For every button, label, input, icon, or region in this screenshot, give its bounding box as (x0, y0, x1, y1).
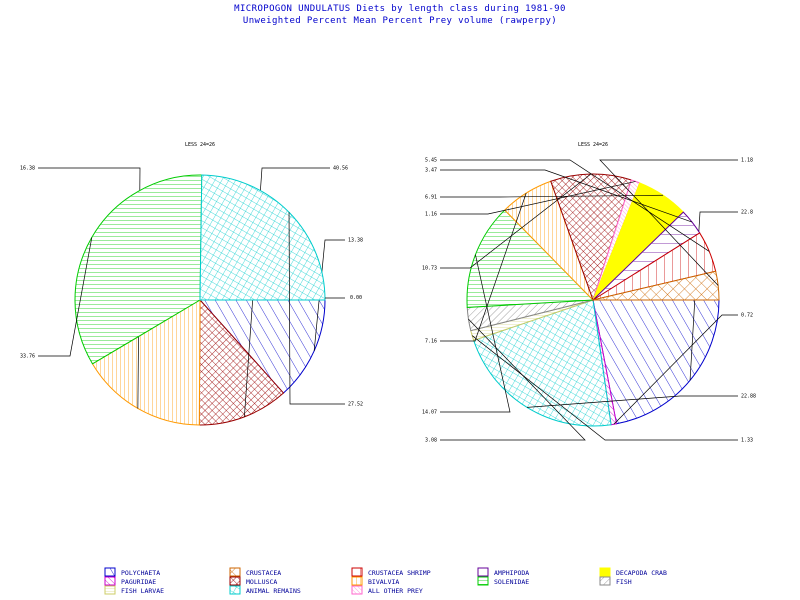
legend-swatch-mollusca (229, 576, 241, 586)
leader-line (244, 167, 330, 417)
leader-line (313, 239, 345, 351)
slice-label: 22.8 (741, 210, 753, 216)
slice-label: 3.08 (425, 438, 437, 444)
legend-label: FISH LARVAE (121, 587, 164, 595)
legend-label: POLYCHAETA (121, 569, 160, 577)
legend-swatch-polychaeta (104, 567, 116, 577)
slice-label: 13.38 (348, 238, 363, 244)
leader-line (527, 395, 738, 408)
slice-label: 10.73 (422, 266, 437, 272)
leader-line (689, 211, 738, 381)
legend-swatch-paguridae (104, 576, 116, 586)
pie-slice-mollusca (198, 298, 285, 426)
leader-line (440, 193, 527, 342)
legend-swatch-crustacea_shrimp (351, 567, 363, 577)
leader-line (440, 181, 636, 215)
slice-label: 0.72 (741, 313, 753, 319)
legend-label: SOLENIDAE (494, 578, 529, 586)
leader-line (38, 237, 93, 357)
legend: POLYCHAETA CRUSTACEA CRUSTACEA SHRIMP AMPHI… (104, 567, 667, 595)
pie-title: LESS 24=26 (578, 142, 608, 148)
leader-line (613, 314, 738, 425)
legend-label: ALL OTHER PREY (368, 587, 423, 595)
legend-label: FISH (616, 578, 632, 586)
legend-swatch-fish_larvae (104, 585, 116, 595)
legend-label: BIVALVIA (368, 578, 399, 586)
slice-label: 7.16 (425, 339, 437, 345)
legend-label: AMPHIPODA (494, 569, 529, 577)
slice-label: 14.07 (422, 410, 437, 416)
leader-line (471, 335, 738, 441)
slice-label: 1.33 (741, 438, 753, 444)
chart-subtitle: Unweighted Percent Mean Percent Prey vol… (242, 16, 558, 26)
slice-label: 16.38 (20, 166, 35, 172)
legend-swatch-solenidae (477, 576, 489, 586)
slice-label: 1.18 (741, 158, 753, 164)
legend-swatch-bivalvia (351, 576, 363, 586)
leader-line (288, 212, 345, 405)
leader-line (440, 318, 586, 441)
legend-swatch-decapoda_crab (599, 567, 611, 577)
leader-line (599, 159, 738, 286)
slice-label: 33.76 (20, 354, 35, 360)
slice-label: 40.56 (333, 166, 348, 172)
pie-left: LESS 24=26 13.38 40.56 16.38 33.76 27.52 0.00 (20, 142, 363, 426)
slice-label: 22.88 (741, 394, 756, 400)
legend-swatch-fish (599, 576, 611, 586)
legend-label: DECAPODA CRAB (616, 569, 667, 577)
legend-swatch-amphipoda (477, 567, 489, 577)
pie-right: LESS 24=26 22.8 0.72 22.88 1.33 3.08 14.07 7.16… (422, 142, 756, 444)
legend-label: PAGURIDAE (121, 578, 156, 586)
slice-label: 5.45 (425, 158, 437, 164)
legend-label: MOLLUSCA (246, 578, 277, 586)
chart-title: MICROPOGON UNDULATUS Diets by length cla… (234, 4, 566, 14)
legend-label: CRUSTACEA (246, 569, 281, 577)
pie-title: LESS 24=26 (185, 142, 215, 148)
legend-label: ANIMAL REMAINS (246, 587, 301, 595)
legend-swatch-animal_remains (229, 585, 241, 595)
leader-line (440, 169, 693, 223)
legend-swatch-all_other_prey (351, 585, 363, 595)
legend-label: CRUSTACEA SHRIMP (368, 569, 431, 577)
leader-line (440, 194, 664, 198)
slice-label: 1.16 (425, 212, 437, 218)
pie-slice-bivalvia (91, 299, 201, 426)
leader-line (440, 173, 592, 269)
pie-slice-animal_remains (199, 174, 326, 301)
slice-label: 3.47 (425, 168, 437, 174)
slice-label: 0.00 (350, 295, 362, 301)
slice-label: 27.52 (348, 402, 363, 408)
legend-swatch-crustacea (229, 567, 241, 577)
slice-label: 6.91 (425, 195, 437, 201)
leader-line (440, 159, 710, 252)
